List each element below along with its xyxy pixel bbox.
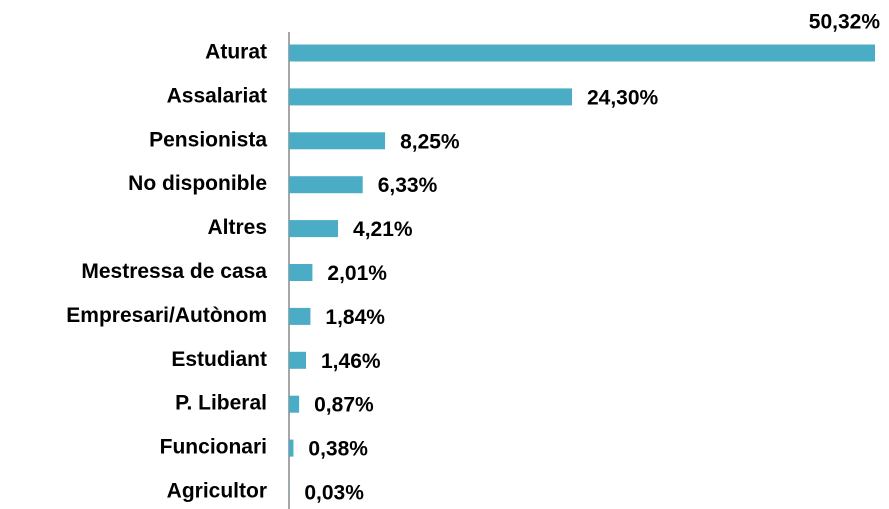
value-label: 24,30%: [587, 86, 659, 109]
category-label: Assalariat: [167, 84, 267, 107]
bar: [289, 351, 307, 369]
value-label: 6,33%: [378, 174, 438, 197]
bar: [289, 220, 339, 238]
category-label: Funcionari: [160, 436, 267, 459]
category-label: Pensionista: [149, 128, 267, 151]
value-label: 1,46%: [321, 350, 381, 373]
category-label: Agricultor: [167, 480, 267, 503]
bar: [289, 176, 363, 194]
value-label: 4,21%: [353, 218, 413, 241]
bar: [289, 264, 313, 281]
category-label: Estudiant: [171, 348, 267, 371]
category-label: No disponible: [128, 172, 267, 195]
bar: [289, 395, 300, 413]
bar: [289, 132, 386, 150]
value-label: 0,38%: [308, 438, 368, 461]
bar: [289, 439, 294, 457]
category-label: Altres: [207, 216, 267, 239]
bar: [289, 88, 572, 106]
category-label: Aturat: [205, 41, 267, 64]
category-label: Empresari/Autònom: [66, 304, 267, 327]
value-label: 0,87%: [314, 394, 374, 417]
value-label: 50,32%: [809, 11, 881, 34]
value-label: 0,03%: [304, 482, 364, 505]
bar: [289, 307, 311, 325]
category-label: Mestressa de casa: [81, 260, 267, 283]
bar: [289, 44, 875, 62]
value-label: 1,84%: [325, 306, 385, 329]
value-label: 8,25%: [400, 130, 460, 153]
value-label: 2,01%: [327, 262, 387, 285]
category-label: P. Liberal: [175, 392, 267, 415]
